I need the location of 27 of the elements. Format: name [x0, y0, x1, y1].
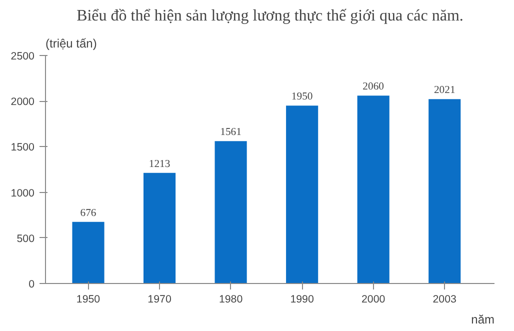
x-tick-label: 1980 [218, 294, 243, 306]
bar [428, 99, 461, 284]
x-axis-title: năm [471, 312, 495, 326]
y-tick-label: 2000 [10, 96, 35, 108]
chart-title: Biểu đồ thể hiện sản lượng lương thực thế giới qua các năm. [76, 8, 464, 24]
y-axis-title: (triệu tấn) [46, 36, 97, 50]
y-tick-label: 1000 [10, 187, 35, 200]
y-tick-label: 500 [16, 232, 35, 245]
data-label: 2060 [362, 82, 384, 93]
x-tick-label: 2003 [432, 294, 457, 306]
bar [357, 96, 390, 284]
bar [214, 141, 247, 284]
x-tick-label: 1990 [290, 294, 314, 306]
bar [143, 172, 176, 284]
data-label: 676 [80, 208, 97, 219]
data-label: 1561 [220, 127, 242, 138]
y-tick-label: 0 [28, 278, 35, 290]
x-tick-label: 2000 [361, 294, 386, 306]
data-label: 1950 [291, 92, 313, 103]
data-label: 2021 [434, 85, 456, 96]
bar [286, 106, 318, 284]
data-label: 1213 [148, 158, 170, 170]
x-tick-label: 1970 [148, 294, 172, 306]
y-tick-label: 2500 [10, 50, 35, 62]
y-tick-label: 1500 [10, 142, 35, 154]
x-tick-label: 1950 [76, 294, 100, 306]
bar [72, 222, 104, 284]
